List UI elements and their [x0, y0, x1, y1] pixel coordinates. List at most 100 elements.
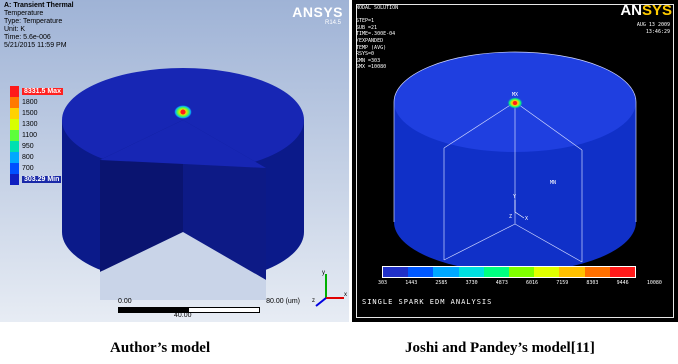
triad-y-label: y — [322, 270, 325, 276]
triad-z: Z — [509, 214, 512, 220]
temperature-legend: 8331.5 Max 1800 1500 1300 1100 950 800 — [10, 86, 63, 185]
colorbar-tick: 303 — [378, 280, 388, 286]
legend-label: 800 — [22, 154, 34, 161]
legend-swatch — [10, 141, 19, 152]
legend-label-min: 303.29 Min — [22, 176, 62, 183]
info-line-4: TIME=.300E-04 — [356, 31, 396, 38]
colorbar-band — [433, 267, 459, 277]
mesh-edge — [514, 223, 583, 263]
legend-swatch — [10, 152, 19, 163]
legend-row-6: 800 — [10, 152, 63, 163]
legend-row-4: 1100 — [10, 130, 63, 141]
legend-row-1: 1800 — [10, 97, 63, 108]
info-line-0: NODAL SOLUTION — [356, 5, 399, 11]
scale-bar: 0.00 80.00 (um) 40.00 — [118, 298, 300, 319]
header-line-4: Time: 5.6e-006 — [4, 34, 51, 41]
legend-label: 1800 — [22, 99, 38, 106]
axis-triad-icon: y x z — [312, 270, 347, 307]
legend-row-5: 950 — [10, 141, 63, 152]
colorbar-tick: 8303 — [586, 280, 599, 286]
hot-spot-core-right — [513, 101, 517, 105]
date-line-1: 13:46:29 — [645, 28, 670, 35]
info-line-8: SMN =303 — [356, 57, 381, 64]
author-model-panel: A: Transient Thermal Temperature Type: T… — [0, 0, 349, 322]
colorbar-band — [609, 267, 636, 277]
legend-swatch — [10, 174, 19, 185]
legend-label: 1100 — [22, 132, 38, 139]
colorbar-band — [383, 267, 409, 277]
joshi-pandey-panel: NODAL SOLUTION STEP=1 SUB =21 TIME=.300E… — [352, 0, 678, 322]
colorbar-band — [458, 267, 484, 277]
legend-swatch — [10, 163, 19, 174]
triad-z-label: z — [312, 298, 315, 304]
contour-colorbar — [382, 266, 636, 278]
legend-row-3: 1300 — [10, 119, 63, 130]
triad-x: X — [525, 216, 528, 222]
legend-row-8: 303.29 Min — [10, 174, 63, 185]
hot-spot-core — [180, 109, 186, 115]
colorbar-band — [408, 267, 434, 277]
mesh-edge — [514, 101, 583, 151]
scale-mid: 40.00 — [174, 312, 192, 319]
info-line-9: SMX =10080 — [356, 64, 387, 71]
analysis-title: SINGLE SPARK EDM ANALYSIS — [362, 298, 493, 306]
wedge-notch — [100, 232, 266, 300]
colorbar-band — [483, 267, 510, 277]
header-line-3: Unit: K — [4, 26, 26, 33]
info-line-6: TEMP (AVG) — [356, 44, 387, 51]
info-line-7: RSYS=0 — [356, 51, 375, 58]
colorbar-tick: 4873 — [495, 280, 508, 286]
plot-frame — [356, 4, 674, 318]
mesh-edge — [443, 101, 516, 149]
mn-label: MN — [550, 180, 557, 186]
legend-row-0: 8331.5 Max — [10, 86, 63, 97]
colorbar-band — [559, 267, 585, 277]
legend-label: 1500 — [22, 110, 38, 117]
legend-label: 700 — [22, 165, 34, 172]
colorbar-tick: 6016 — [526, 280, 539, 286]
legend-label-max: 8331.5 Max — [22, 88, 63, 95]
legend-swatch — [10, 108, 19, 119]
plot-date: AUG 13 2009 13:46:29 — [637, 22, 670, 35]
colorbar-tick: 2585 — [435, 280, 448, 286]
header-line-1: Temperature — [4, 10, 44, 17]
ansys-logo-right: ANSYS — [620, 2, 672, 19]
cylinder-model-right: MX Y Z X — [393, 51, 637, 272]
colorbar-tick: 1443 — [405, 280, 418, 286]
mx-label: MX — [512, 92, 518, 98]
triad-x-label: x — [344, 292, 347, 298]
header-line-5: 5/21/2015 11:59 PM — [4, 42, 67, 49]
date-line-0: AUG 13 2009 — [636, 22, 670, 28]
mesh-rim — [393, 51, 637, 103]
info-line-5: /EXPANDED — [356, 37, 384, 44]
colorbar-tick: 3730 — [465, 280, 478, 286]
legend-swatch — [10, 86, 19, 97]
scale-end: 80.00 (um) — [266, 298, 300, 305]
header-line-2: Type: Temperature — [4, 18, 63, 25]
colorbar-tick: 10080 — [646, 280, 662, 286]
logo-accent: SYS — [641, 2, 672, 19]
caption-author-model: Author’s model — [110, 340, 211, 356]
info-line-3: SUB =21 — [356, 24, 378, 31]
nodal-solution-info: NODAL SOLUTION STEP=1 SUB =21 TIME=.300E… — [356, 5, 398, 71]
cylinder-model — [62, 68, 304, 300]
info-line-2: STEP=1 — [356, 18, 375, 25]
colorbar-ticks: 303 1443 2585 3730 4873 6016 7159 8303 9… — [378, 280, 662, 286]
wedge-opening — [100, 120, 266, 168]
colorbar-tick: 9446 — [616, 280, 629, 286]
ansys-version: R14.5 — [324, 20, 341, 26]
scale-start: 0.00 — [118, 298, 132, 305]
legend-swatch — [10, 97, 19, 108]
legend-label: 950 — [22, 143, 34, 150]
mesh-edge — [443, 223, 516, 261]
legend-row-2: 1500 — [10, 108, 63, 119]
legend-swatch — [10, 130, 19, 141]
legend-swatch — [10, 119, 19, 130]
result-header: A: Transient Thermal Temperature Type: T… — [4, 2, 74, 50]
legend-label: 1300 — [22, 121, 38, 128]
ansys-logo: ANSYS — [292, 4, 343, 20]
header-line-0: A: Transient Thermal — [4, 2, 74, 9]
triad-y: Y — [513, 194, 516, 200]
colorbar-tick: 7159 — [556, 280, 569, 286]
legend-row-7: 700 — [10, 163, 63, 174]
